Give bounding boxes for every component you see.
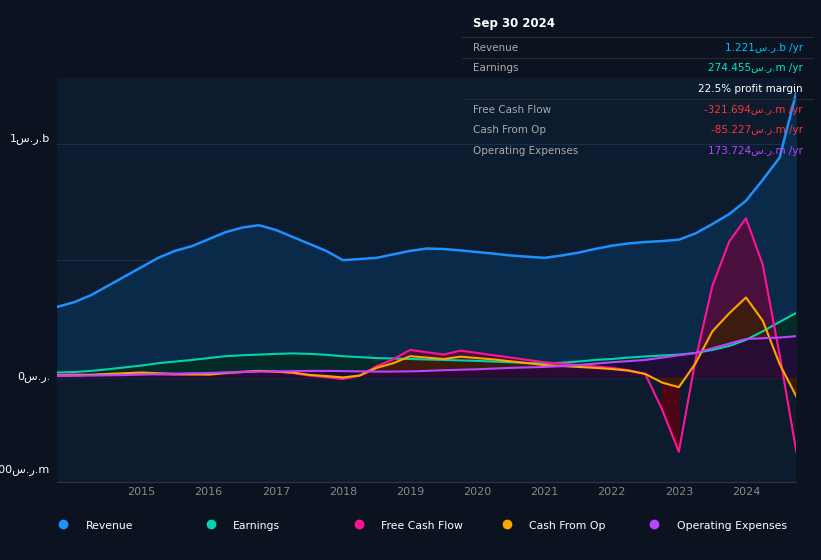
Text: Operating Expenses: Operating Expenses [473, 146, 578, 156]
Text: Earnings: Earnings [233, 521, 280, 531]
Text: 274.455س.ر.m /yr: 274.455س.ر.m /yr [709, 63, 803, 73]
Text: Cash From Op: Cash From Op [473, 125, 546, 136]
Text: Revenue: Revenue [85, 521, 133, 531]
Text: Earnings: Earnings [473, 63, 518, 73]
Text: 1س.ر.b: 1س.ر.b [10, 133, 50, 144]
Text: -321.694س.ر.m /yr: -321.694س.ر.m /yr [704, 105, 803, 115]
Text: Operating Expenses: Operating Expenses [677, 521, 787, 531]
Text: Revenue: Revenue [473, 43, 518, 53]
Text: Cash From Op: Cash From Op [529, 521, 605, 531]
Text: Sep 30 2024: Sep 30 2024 [473, 17, 555, 30]
Text: 173.724س.ر.m /yr: 173.724س.ر.m /yr [709, 146, 803, 156]
Text: 22.5% profit margin: 22.5% profit margin [699, 84, 803, 94]
Text: -85.227س.ر.m /yr: -85.227س.ر.m /yr [711, 125, 803, 136]
Text: 1.221س.ر.b /yr: 1.221س.ر.b /yr [725, 43, 803, 53]
Text: 0س.ر.: 0س.ر. [17, 371, 50, 382]
Text: Free Cash Flow: Free Cash Flow [473, 105, 551, 115]
Text: Free Cash Flow: Free Cash Flow [381, 521, 463, 531]
Text: -400س.ر.m: -400س.ر.m [0, 464, 50, 475]
